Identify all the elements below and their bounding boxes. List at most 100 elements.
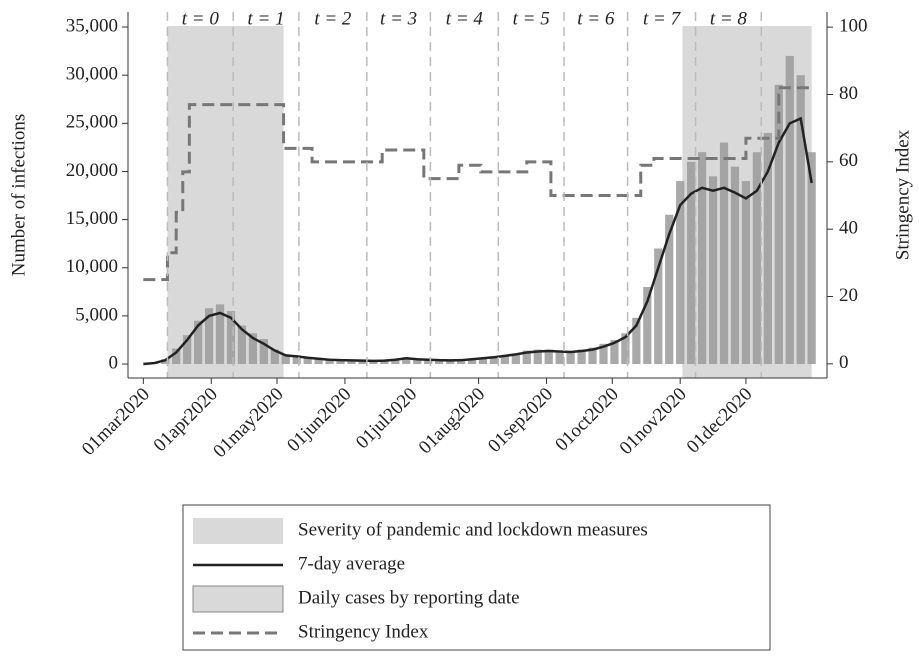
legend-label: Severity of pandemic and lockdown measur… — [298, 519, 648, 540]
period-label: t = 2 — [314, 8, 352, 29]
x-tick-label: 01dec2020 — [683, 384, 757, 458]
bar — [566, 351, 575, 365]
bar — [478, 357, 488, 365]
y2-tick-label: 20 — [839, 285, 858, 306]
bar — [774, 84, 783, 365]
y-tick-label: 30,000 — [66, 64, 118, 85]
bar — [533, 349, 542, 365]
bar — [763, 132, 772, 365]
bar — [380, 360, 389, 365]
bar — [588, 347, 597, 365]
period-label: t = 5 — [513, 8, 550, 29]
bar — [665, 214, 674, 365]
bar — [413, 358, 422, 365]
bar — [358, 360, 367, 365]
period-label: t = 1 — [247, 8, 284, 29]
x-tick-label: 01jun2020 — [283, 384, 355, 456]
y-tick-label: 35,000 — [66, 15, 118, 36]
bar — [796, 75, 805, 365]
line-7day — [143, 116, 813, 366]
bar — [281, 354, 290, 365]
y-tick-label: 20,000 — [66, 160, 118, 181]
bar — [391, 359, 400, 365]
bar — [347, 360, 356, 365]
legend-swatch — [193, 518, 283, 544]
bar — [369, 360, 378, 365]
period-label: t = 4 — [446, 8, 484, 29]
bar — [248, 333, 258, 365]
period-label: t = 3 — [380, 8, 417, 29]
period-label: t = 6 — [577, 8, 615, 29]
bar — [643, 287, 652, 365]
bar — [204, 308, 214, 365]
bar — [259, 339, 268, 365]
x-tick-label: 01mar2020 — [78, 384, 154, 460]
bar — [599, 343, 608, 365]
bar — [676, 181, 685, 365]
x-tick-label: 01nov2020 — [615, 384, 690, 459]
bar — [467, 358, 477, 365]
bar — [741, 181, 751, 365]
bar — [325, 359, 334, 365]
shaded-region — [167, 26, 284, 378]
bar — [522, 350, 531, 365]
bar — [752, 152, 761, 365]
period-label: t = 0 — [182, 8, 220, 29]
bar — [314, 358, 323, 365]
period-label: t = 7 — [643, 8, 682, 29]
bar — [456, 359, 466, 365]
bar — [161, 359, 170, 365]
y-tick-label: 25,000 — [66, 112, 118, 133]
bar — [577, 349, 586, 365]
bar — [807, 152, 816, 365]
x-tick-label: 01aug2020 — [415, 384, 490, 459]
bar — [730, 166, 740, 365]
y2-tick-label: 60 — [839, 150, 858, 171]
bar — [215, 304, 225, 365]
x-tick-label: 01sep2020 — [484, 384, 557, 457]
bar — [708, 176, 718, 365]
bar — [687, 161, 696, 365]
bar — [270, 349, 279, 365]
bar — [489, 356, 499, 365]
legend-swatch — [192, 585, 284, 613]
legend-label: Stringency Index — [298, 621, 429, 642]
stringency-line — [143, 86, 812, 282]
bar — [172, 348, 181, 365]
y2-tick-label: 40 — [839, 218, 858, 239]
bar — [424, 359, 433, 365]
y-tick-label: 10,000 — [66, 256, 118, 277]
x-tick-label: 01oct2020 — [551, 384, 623, 456]
bar — [336, 359, 345, 365]
bar — [194, 320, 203, 365]
y-axis-title: Number of infections — [8, 114, 29, 277]
bar — [237, 325, 247, 365]
bar — [785, 55, 794, 365]
x-tick-label: 01may2020 — [209, 384, 287, 462]
x-tick-label: 01jul2020 — [352, 384, 421, 453]
bar — [292, 355, 301, 365]
bar — [654, 248, 663, 365]
bar — [446, 360, 455, 365]
y2-tick-label: 0 — [839, 352, 849, 373]
y2-tick-label: 100 — [839, 16, 868, 37]
bar — [402, 357, 411, 365]
bar — [697, 152, 707, 365]
bar — [544, 349, 553, 365]
bar — [183, 335, 192, 365]
bar — [500, 354, 509, 365]
bar — [632, 317, 641, 365]
y2-axis-title: Stringency Index — [892, 129, 913, 260]
y-tick-label: 0 — [109, 352, 119, 373]
bar — [226, 311, 236, 365]
y-tick-label: 5,000 — [75, 304, 118, 325]
bar — [303, 357, 312, 365]
bar — [555, 350, 564, 365]
bar — [610, 339, 619, 365]
legend-label: 7-day average — [298, 553, 405, 574]
bar — [511, 353, 520, 365]
bar — [719, 142, 729, 365]
bar — [621, 333, 630, 365]
legend-label: Daily cases by reporting date — [298, 587, 520, 608]
